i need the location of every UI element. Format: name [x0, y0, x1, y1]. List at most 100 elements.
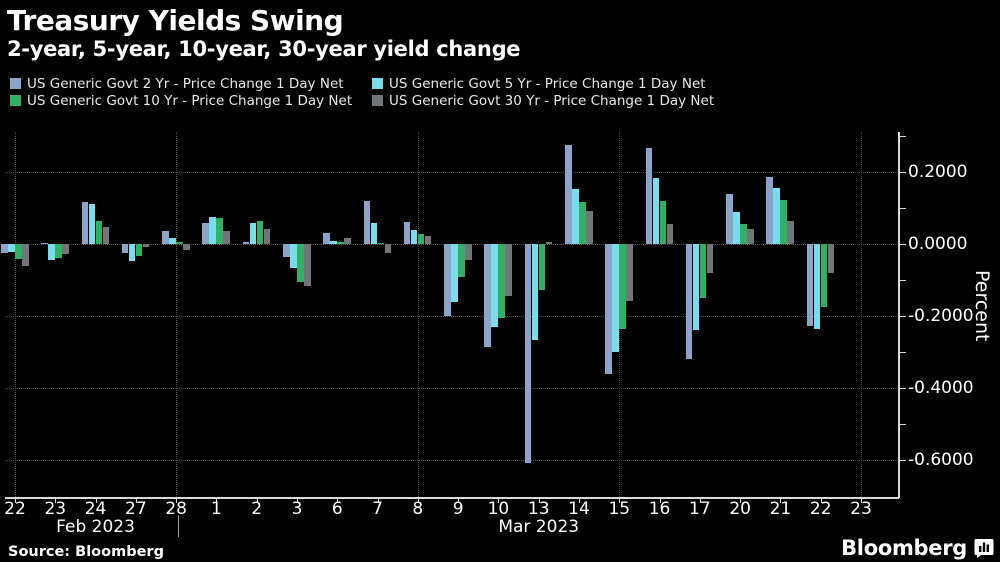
bar	[780, 200, 787, 244]
bar	[62, 244, 69, 255]
bar	[820, 244, 828, 307]
x-axis-label: 16	[648, 499, 671, 519]
x-axis-label: 1	[211, 499, 222, 519]
bar	[766, 177, 773, 244]
y-axis-label: -0.6000	[908, 450, 974, 470]
x-axis-label: 17	[689, 499, 711, 519]
bar	[263, 229, 271, 244]
bar	[337, 241, 344, 244]
bar	[169, 238, 176, 244]
chart-title: Treasury Yields Swing	[7, 4, 344, 37]
x-axis-label: 3	[291, 499, 303, 519]
legend-label-10yr: US Generic Govt 10 Yr - Price Change 1 D…	[27, 92, 353, 109]
legend-swatch-30yr	[372, 95, 383, 106]
month-label: Feb 2023	[56, 517, 135, 537]
bar	[505, 244, 512, 297]
legend-label-2yr: US Generic Govt 2 Yr - Price Change 1 Da…	[27, 75, 344, 92]
bar	[659, 201, 667, 244]
bar	[484, 244, 491, 347]
bar	[740, 223, 747, 244]
bar	[48, 244, 55, 260]
y-axis-minor-tick	[899, 352, 906, 353]
source-label: Source: Bloomberg	[8, 544, 164, 560]
bar	[162, 231, 169, 244]
x-axis-tick	[740, 498, 742, 503]
bar	[8, 244, 15, 252]
x-axis-label: 22	[4, 499, 26, 519]
bar	[209, 217, 216, 244]
month-label: Mar 2023	[498, 517, 580, 537]
legend-item-30yr: US Generic Govt 30 Yr - Price Change 1 D…	[372, 92, 715, 109]
y-axis-minor-tick	[899, 208, 906, 209]
bar	[666, 223, 674, 244]
bar	[363, 200, 371, 244]
bar	[102, 227, 110, 244]
bar	[216, 218, 223, 244]
bar	[612, 244, 619, 352]
x-gridline	[15, 132, 16, 497]
legend-label-30yr: US Generic Govt 30 Yr - Price Change 1 D…	[389, 92, 715, 109]
bar	[81, 201, 89, 244]
bar	[827, 244, 835, 274]
x-axis-label: 22	[809, 499, 832, 519]
bar	[813, 244, 821, 329]
legend-swatch-10yr	[10, 95, 21, 106]
bar	[344, 237, 351, 244]
x-axis-tick	[95, 498, 97, 503]
x-axis-tick	[216, 498, 218, 503]
bar	[176, 241, 183, 244]
bar	[242, 242, 250, 244]
x-axis-tick	[55, 498, 57, 503]
chart-subtitle: 2-year, 5-year, 10-year, 30-year yield c…	[7, 37, 521, 61]
bar	[370, 223, 378, 244]
bar	[787, 220, 794, 244]
bar	[465, 244, 472, 261]
bar	[41, 242, 48, 245]
y-axis-tick	[899, 244, 906, 245]
x-axis-label: 10	[487, 499, 510, 519]
bar	[538, 244, 546, 291]
bar	[726, 193, 733, 244]
bar	[498, 244, 505, 319]
y-axis-title: Percent	[971, 270, 993, 342]
bar	[565, 145, 572, 244]
x-axis-label: 13	[527, 499, 550, 519]
bar	[619, 244, 626, 329]
legend-label-5yr: US Generic Govt 5 Yr - Price Change 1 Da…	[389, 75, 706, 92]
y-axis-line	[898, 132, 900, 498]
x-axis-tick	[458, 498, 460, 503]
bar	[15, 244, 22, 260]
x-gridline	[861, 132, 862, 497]
y-gridline	[5, 316, 898, 317]
x-axis-line	[5, 497, 899, 499]
bar	[458, 244, 465, 278]
x-axis-tick	[417, 498, 419, 503]
bar	[121, 244, 129, 254]
bar	[699, 244, 707, 298]
bar	[384, 244, 392, 253]
bar	[95, 220, 103, 244]
bar	[645, 147, 653, 244]
bar	[451, 244, 458, 302]
x-axis-label: 15	[608, 499, 631, 519]
y-axis-label: -0.4000	[908, 378, 974, 398]
x-axis-tick	[498, 498, 500, 503]
bar	[524, 244, 532, 464]
bar	[290, 244, 297, 268]
bar	[424, 236, 432, 244]
bar	[135, 244, 143, 256]
bar	[531, 244, 539, 341]
bar	[605, 244, 612, 374]
x-axis-tick	[699, 498, 701, 503]
bar	[323, 233, 330, 244]
bar	[22, 244, 29, 266]
x-axis-label: 6	[331, 499, 343, 519]
bloomberg-chart-icon	[974, 539, 994, 558]
bar	[183, 244, 190, 251]
bloomberg-wordmark: Bloomberg	[841, 536, 967, 560]
x-axis-tick	[135, 498, 137, 503]
x-axis-label: 14	[568, 499, 590, 519]
legend-item-2yr: US Generic Govt 2 Yr - Price Change 1 Da…	[10, 75, 344, 92]
bar	[88, 204, 96, 244]
x-axis-label: 28	[165, 499, 187, 519]
